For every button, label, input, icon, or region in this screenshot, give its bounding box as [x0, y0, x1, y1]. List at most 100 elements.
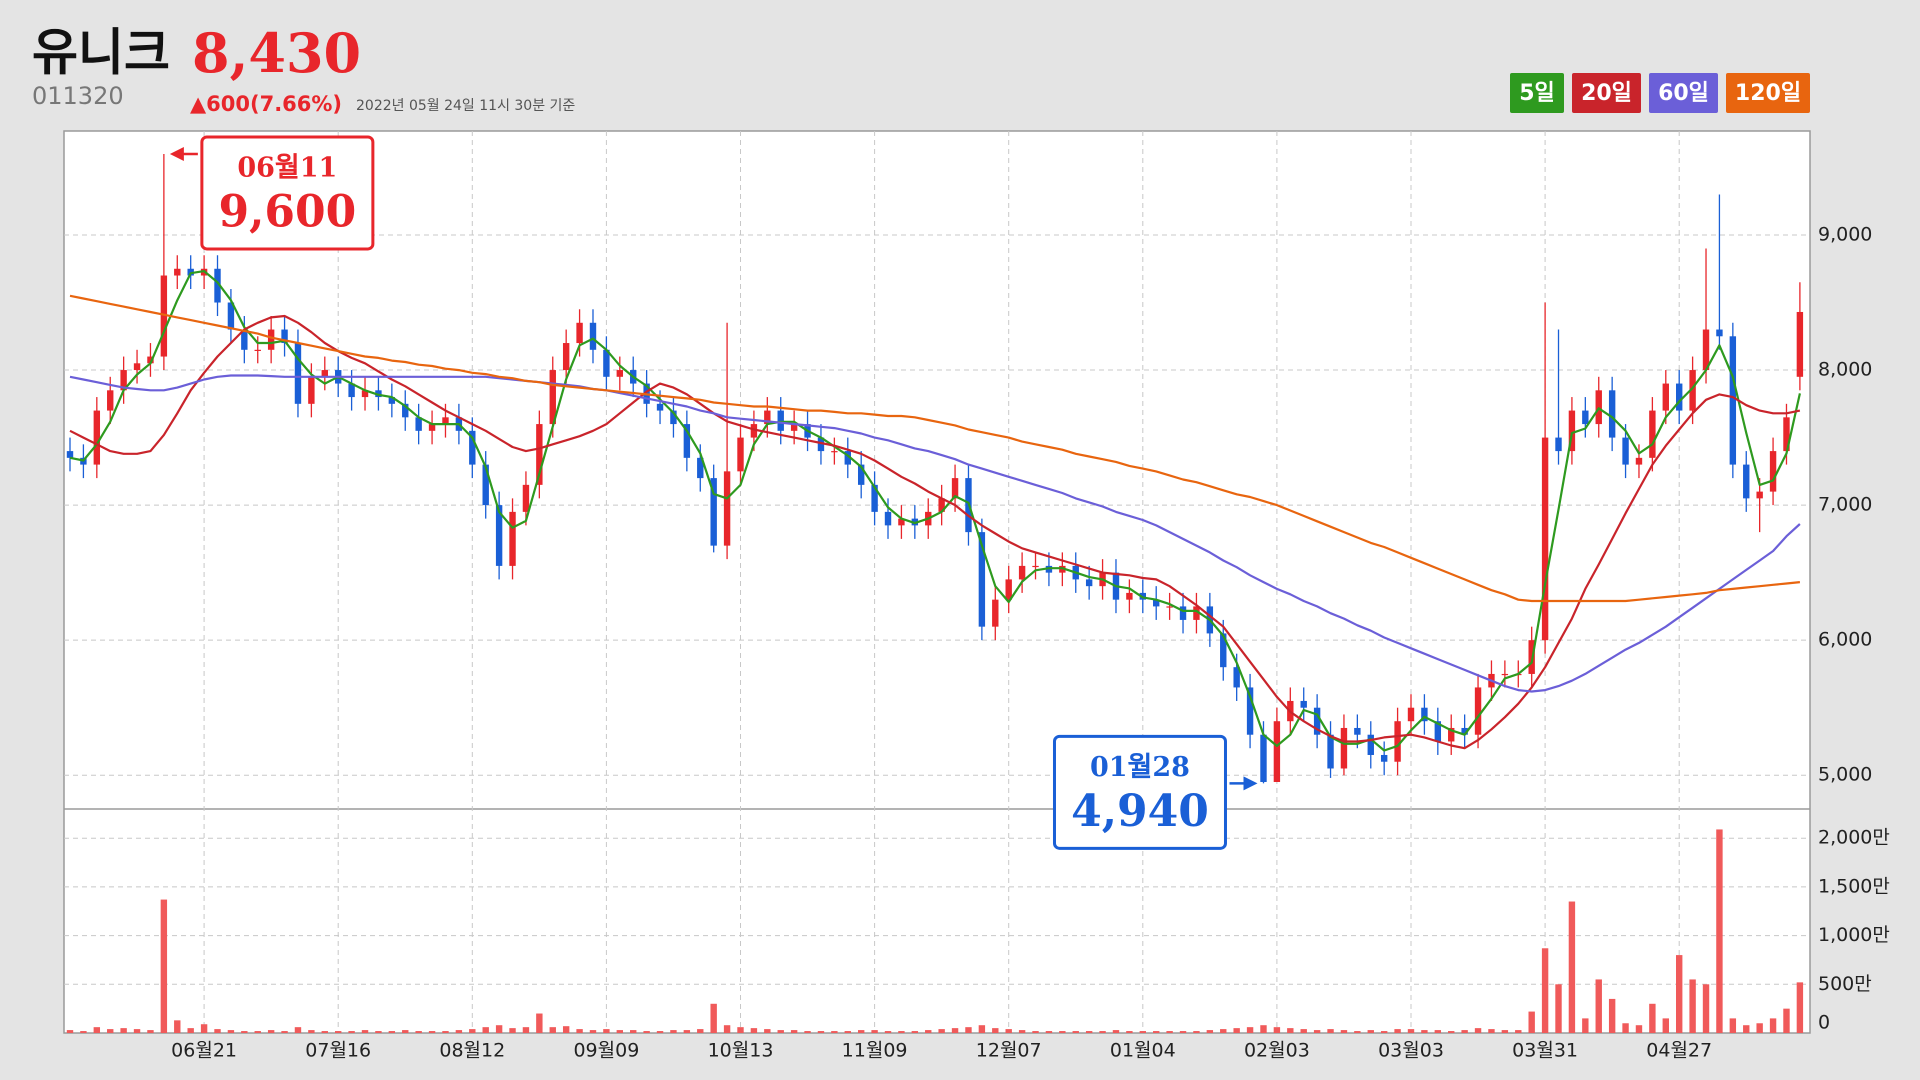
candle-body — [1769, 451, 1777, 492]
volume-bar — [308, 1030, 315, 1033]
annotation-box — [1052, 734, 1227, 850]
stock-code: 011320 — [32, 82, 124, 110]
plot-area — [63, 130, 1811, 1034]
candle-body — [1676, 383, 1683, 411]
volume-bar — [898, 1031, 905, 1033]
volume-bar — [1743, 1025, 1750, 1033]
candle-body — [750, 424, 758, 438]
candle-body — [817, 437, 825, 452]
candle-body — [697, 457, 704, 479]
candle-body — [898, 518, 905, 526]
candle-body — [1568, 410, 1576, 452]
volume-bar — [1032, 1031, 1039, 1033]
volume-bar — [1662, 1018, 1669, 1033]
candle-body — [107, 390, 114, 411]
candle-body — [683, 424, 691, 458]
candle-body — [174, 268, 181, 276]
candle-body — [147, 356, 154, 364]
candle-body — [562, 343, 570, 371]
x-tick-label: 04월27 — [1646, 1040, 1712, 1062]
volume-bar — [93, 1027, 101, 1033]
volume-bar — [831, 1031, 838, 1033]
volume-bar — [509, 1028, 516, 1033]
volume-bar — [630, 1030, 637, 1033]
candle-body — [1662, 383, 1669, 411]
volume-bar — [133, 1029, 141, 1033]
volume-bar — [992, 1028, 999, 1033]
volume-bar — [656, 1031, 664, 1033]
candle-body — [831, 451, 838, 453]
volume-bar — [1220, 1029, 1227, 1033]
x-tick-label: 09월09 — [573, 1040, 639, 1062]
candle-body — [1448, 727, 1455, 742]
volume-bar — [616, 1030, 624, 1033]
volume-bar — [1139, 1031, 1146, 1033]
candle-body — [884, 511, 892, 526]
volume-bar — [1622, 1023, 1629, 1033]
candle-body — [227, 302, 235, 330]
annotation-date: 01월28 — [1090, 752, 1190, 783]
volume-bar — [1005, 1029, 1012, 1033]
candle-body — [1501, 673, 1509, 676]
volume-bar — [1233, 1028, 1240, 1033]
volume-bar — [1769, 1018, 1777, 1033]
volume-bar — [361, 1030, 369, 1033]
volume-bar — [147, 1030, 154, 1033]
volume-bar — [1528, 1011, 1535, 1033]
volume-bar — [1474, 1028, 1482, 1033]
volume-bar — [160, 899, 168, 1033]
candle-body — [576, 322, 583, 344]
volume-bar — [1608, 998, 1616, 1033]
volume-bar — [1246, 1027, 1254, 1033]
annotation-arrowhead — [169, 146, 184, 161]
candle-body — [160, 275, 168, 357]
volume-bar — [321, 1031, 328, 1033]
volume-bar — [267, 1030, 275, 1033]
volume-bar — [1702, 984, 1710, 1033]
candle-body — [1783, 417, 1790, 452]
candle-body — [1702, 329, 1710, 371]
volume-bar — [857, 1030, 865, 1033]
volume-bar — [1595, 979, 1602, 1033]
candle-body — [656, 403, 664, 411]
volume-bar — [469, 1029, 476, 1033]
candle-body — [1729, 336, 1737, 465]
volume-bar — [589, 1030, 597, 1033]
volume-bar — [965, 1027, 972, 1033]
volume-bar — [1179, 1031, 1187, 1033]
candle-body — [482, 464, 489, 506]
candle-body — [348, 383, 355, 398]
candle-body — [241, 329, 248, 350]
x-tick-label: 12월07 — [976, 1040, 1042, 1062]
volume-bar — [1354, 1031, 1361, 1033]
annotation-value: 9,600 — [218, 186, 356, 237]
candle-body — [1085, 579, 1093, 587]
candle-body — [415, 417, 422, 431]
volume-bar — [107, 1029, 114, 1033]
candle-body — [1300, 700, 1307, 708]
volume-bar — [522, 1027, 530, 1033]
volume-bar — [1582, 1018, 1589, 1033]
x-tick-label: 03월31 — [1512, 1040, 1578, 1062]
candle-body — [1595, 390, 1602, 425]
volume-bar — [1568, 901, 1576, 1033]
legend-label: 5일 — [1519, 81, 1555, 106]
candle-body — [1394, 721, 1401, 762]
candle-body — [1313, 707, 1321, 735]
volume-bar — [884, 1031, 892, 1033]
moving-average-line — [69, 270, 1801, 752]
candle-body — [388, 397, 396, 404]
volume-bar — [1501, 1030, 1509, 1033]
candle-body — [1273, 721, 1281, 782]
candle-body — [1327, 734, 1334, 769]
candle-body — [1796, 311, 1804, 377]
volume-bar — [938, 1029, 945, 1033]
volume-bar — [227, 1030, 235, 1033]
candle-body — [1179, 606, 1187, 620]
annotation-arrowhead — [1243, 776, 1258, 791]
volume-bar — [750, 1028, 758, 1033]
volume-bar — [1166, 1031, 1173, 1033]
volume-bar — [1689, 979, 1696, 1033]
